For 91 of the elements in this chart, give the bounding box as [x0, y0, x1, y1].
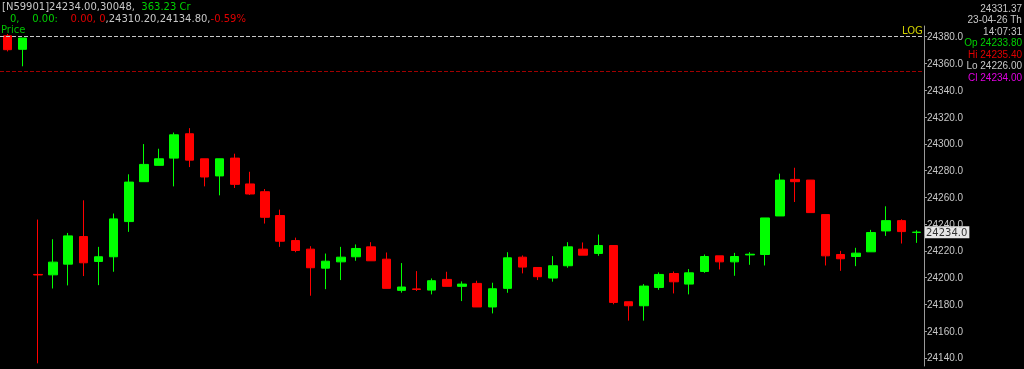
candlestick	[518, 254, 527, 274]
candlestick	[412, 270, 421, 292]
candlestick	[654, 271, 664, 291]
y-tick-label: 24220.0	[927, 245, 964, 257]
candlestick	[760, 217, 770, 266]
candlestick	[48, 238, 58, 289]
text: 24331.37	[980, 2, 1023, 14]
text: Cl 24234.00	[968, 71, 1023, 83]
y-tick-label: 24340.0	[927, 84, 964, 96]
candlestick	[866, 229, 876, 253]
candlestick	[669, 271, 679, 294]
candlestick	[33, 219, 43, 364]
candlestick	[18, 37, 27, 67]
text: -0.59%	[210, 12, 246, 24]
candlestick	[63, 232, 73, 286]
candlestick	[351, 243, 361, 262]
candlestick	[745, 251, 755, 266]
candlestick	[169, 132, 179, 187]
candlestick	[609, 245, 618, 305]
text: 0.00:	[32, 12, 58, 24]
candlestick	[154, 148, 164, 166]
candlestick	[124, 173, 134, 233]
candlestick	[260, 188, 270, 225]
candlestick	[806, 179, 815, 214]
candlestick	[851, 247, 861, 267]
text: Op 24233.80	[964, 37, 1023, 48]
candlestick	[897, 218, 906, 245]
y-tick-label: 24280.0	[927, 165, 964, 177]
candlestick	[109, 213, 118, 273]
candlestick	[472, 280, 482, 308]
y-tick-label: 24260.0	[927, 191, 964, 203]
text: 0,	[10, 12, 20, 24]
candlestick	[397, 262, 406, 294]
candlestick	[139, 143, 149, 183]
candlestick	[836, 250, 845, 272]
text: 363.23 Cr	[141, 0, 192, 12]
candlestick	[912, 229, 921, 244]
candlestick	[200, 158, 209, 187]
candlestick	[321, 253, 330, 290]
candlestick	[730, 252, 739, 277]
candlestick	[336, 246, 346, 281]
text: 0	[99, 12, 106, 24]
candlestick	[563, 241, 573, 269]
candlestick	[442, 271, 452, 287]
text: 24234.0	[926, 226, 968, 238]
text: 14:07:31	[983, 25, 1023, 37]
candlestick	[548, 255, 558, 283]
y-tick-label: 24180.0	[927, 298, 964, 310]
candlestick	[230, 153, 240, 189]
text: 23-04-26 Th	[967, 14, 1022, 25]
candlestick	[684, 268, 694, 295]
y-tick-label: 24200.0	[927, 272, 964, 284]
candlestick	[881, 205, 891, 237]
candlestick	[488, 282, 497, 314]
candlestick	[578, 241, 588, 256]
candlestick	[700, 254, 709, 274]
candlestick	[427, 277, 436, 295]
y-tick-label: 24300.0	[927, 138, 964, 150]
candlestick	[594, 234, 603, 257]
y-tick-label: 24320.0	[927, 111, 964, 123]
candlestick	[245, 171, 255, 196]
text: 0.00,	[70, 12, 97, 24]
y-tick-label: 24380.0	[927, 31, 964, 43]
candlestick	[457, 280, 467, 302]
candlestick	[275, 209, 285, 248]
candlestick	[821, 214, 830, 266]
candlestick	[185, 127, 194, 168]
text: Hi 24235.40	[968, 48, 1023, 60]
candlestick	[306, 245, 315, 297]
text: Lo 24226.00	[966, 60, 1023, 71]
candlestick	[533, 266, 542, 281]
candlestick	[94, 246, 103, 286]
candlestick	[775, 173, 785, 217]
candlestick	[366, 241, 376, 262]
candlestick	[639, 283, 649, 322]
y-tick-label: 24140.0	[927, 352, 964, 364]
candlestick	[715, 255, 724, 270]
y-tick-label: 24360.0	[927, 57, 964, 69]
text: [N59901]24234.00,30048,	[2, 0, 135, 12]
candlestick	[790, 167, 800, 203]
candlestick	[79, 199, 88, 277]
annotation: Price	[1, 23, 26, 35]
annotation: LOG	[902, 24, 923, 36]
y-tick-label: 24160.0	[927, 325, 964, 337]
candlestick	[382, 251, 391, 289]
candlestick	[503, 251, 512, 294]
candlestick	[624, 301, 633, 322]
candlestick	[215, 158, 224, 196]
candlestick	[3, 33, 12, 52]
text: ,24310.20,24134.80,	[105, 12, 211, 24]
candlestick	[291, 237, 300, 253]
